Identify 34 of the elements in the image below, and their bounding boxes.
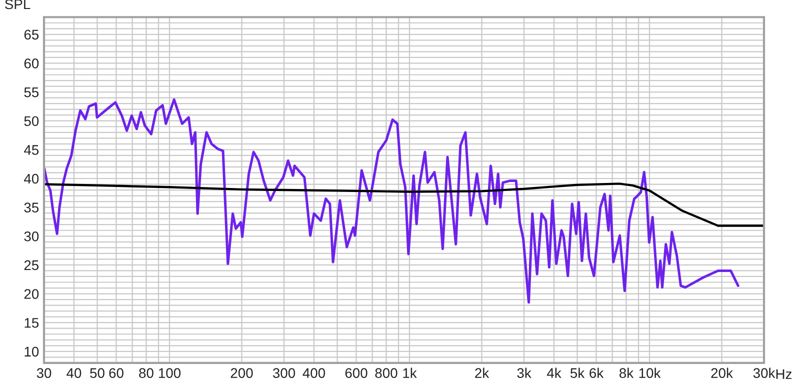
x-tick-label: 200 <box>230 368 253 378</box>
x-tick-label: 40 <box>66 368 82 378</box>
x-tick-label: 30 <box>36 368 52 378</box>
x-tick-label: 400 <box>302 368 326 378</box>
y-tick-label: 10 <box>24 346 39 357</box>
x-tick-label: 20k <box>711 368 733 378</box>
y-tick-label: 20 <box>24 289 39 299</box>
x-tick-label: 80 <box>139 368 154 378</box>
x-tick-label: 30k <box>753 368 776 378</box>
x-axis-title: Hz <box>776 369 792 379</box>
y-tick-label: 55 <box>24 88 39 98</box>
x-tick-label: 300 <box>272 368 296 378</box>
y-tick-label: 15 <box>24 318 39 328</box>
x-tick-label: 5k <box>570 368 585 378</box>
x-tick-label: 3k <box>517 368 532 378</box>
x-tick-label: 2k <box>475 368 490 378</box>
x-tick-label: 1k <box>403 368 417 378</box>
x-tick-label: 600 <box>345 368 368 378</box>
y-tick-label: 45 <box>24 145 39 155</box>
x-tick-label: 10k <box>639 368 661 378</box>
x-tick-label: 50 <box>90 368 104 378</box>
x-tick-label: 4k <box>546 368 562 378</box>
y-tick-label: 25 <box>24 260 39 270</box>
x-tick-label: 60 <box>109 368 124 378</box>
y-tick-label: 35 <box>24 202 39 212</box>
y-tick-label: 40 <box>24 174 39 184</box>
y-tick-label: 65 <box>24 30 39 40</box>
x-tick-label: 100 <box>158 368 181 378</box>
x-tick-label: 800 <box>375 368 398 378</box>
x-tick-label: 8k <box>620 368 634 378</box>
y-tick-label: 50 <box>24 116 39 126</box>
x-tick-label: 6k <box>590 368 604 378</box>
y-tick-label: 60 <box>24 58 39 68</box>
y-tick-label: 30 <box>24 231 39 242</box>
